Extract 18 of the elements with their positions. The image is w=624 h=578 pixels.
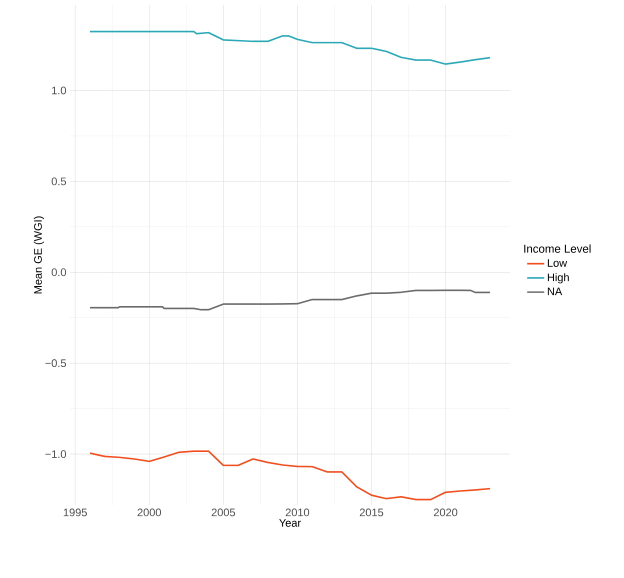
x-tick-label: 2015 bbox=[360, 508, 384, 516]
y-tick-label: −0.5 bbox=[45, 359, 66, 368]
legend-label: Low bbox=[548, 259, 568, 267]
x-tick-label: 2010 bbox=[286, 508, 310, 516]
y-tick-label: 1.0 bbox=[52, 86, 66, 94]
x-axis-title: Year bbox=[279, 519, 301, 527]
y-tick-label: −1.0 bbox=[45, 450, 66, 458]
legend-label: NA bbox=[548, 288, 562, 296]
y-axis-title: Mean GE (WGI) bbox=[34, 216, 44, 294]
y-tick-label: 0.5 bbox=[52, 177, 66, 186]
line-series bbox=[89, 450, 491, 500]
y-tick-label: 0.0 bbox=[52, 268, 66, 276]
x-tick-label: 2000 bbox=[138, 508, 162, 516]
legend-title: Income Level bbox=[524, 244, 591, 253]
x-tick-label: 1995 bbox=[64, 508, 87, 516]
x-tick-label: 2005 bbox=[212, 508, 236, 516]
legend-label: High bbox=[548, 273, 569, 284]
x-tick-label: 2020 bbox=[434, 508, 458, 516]
